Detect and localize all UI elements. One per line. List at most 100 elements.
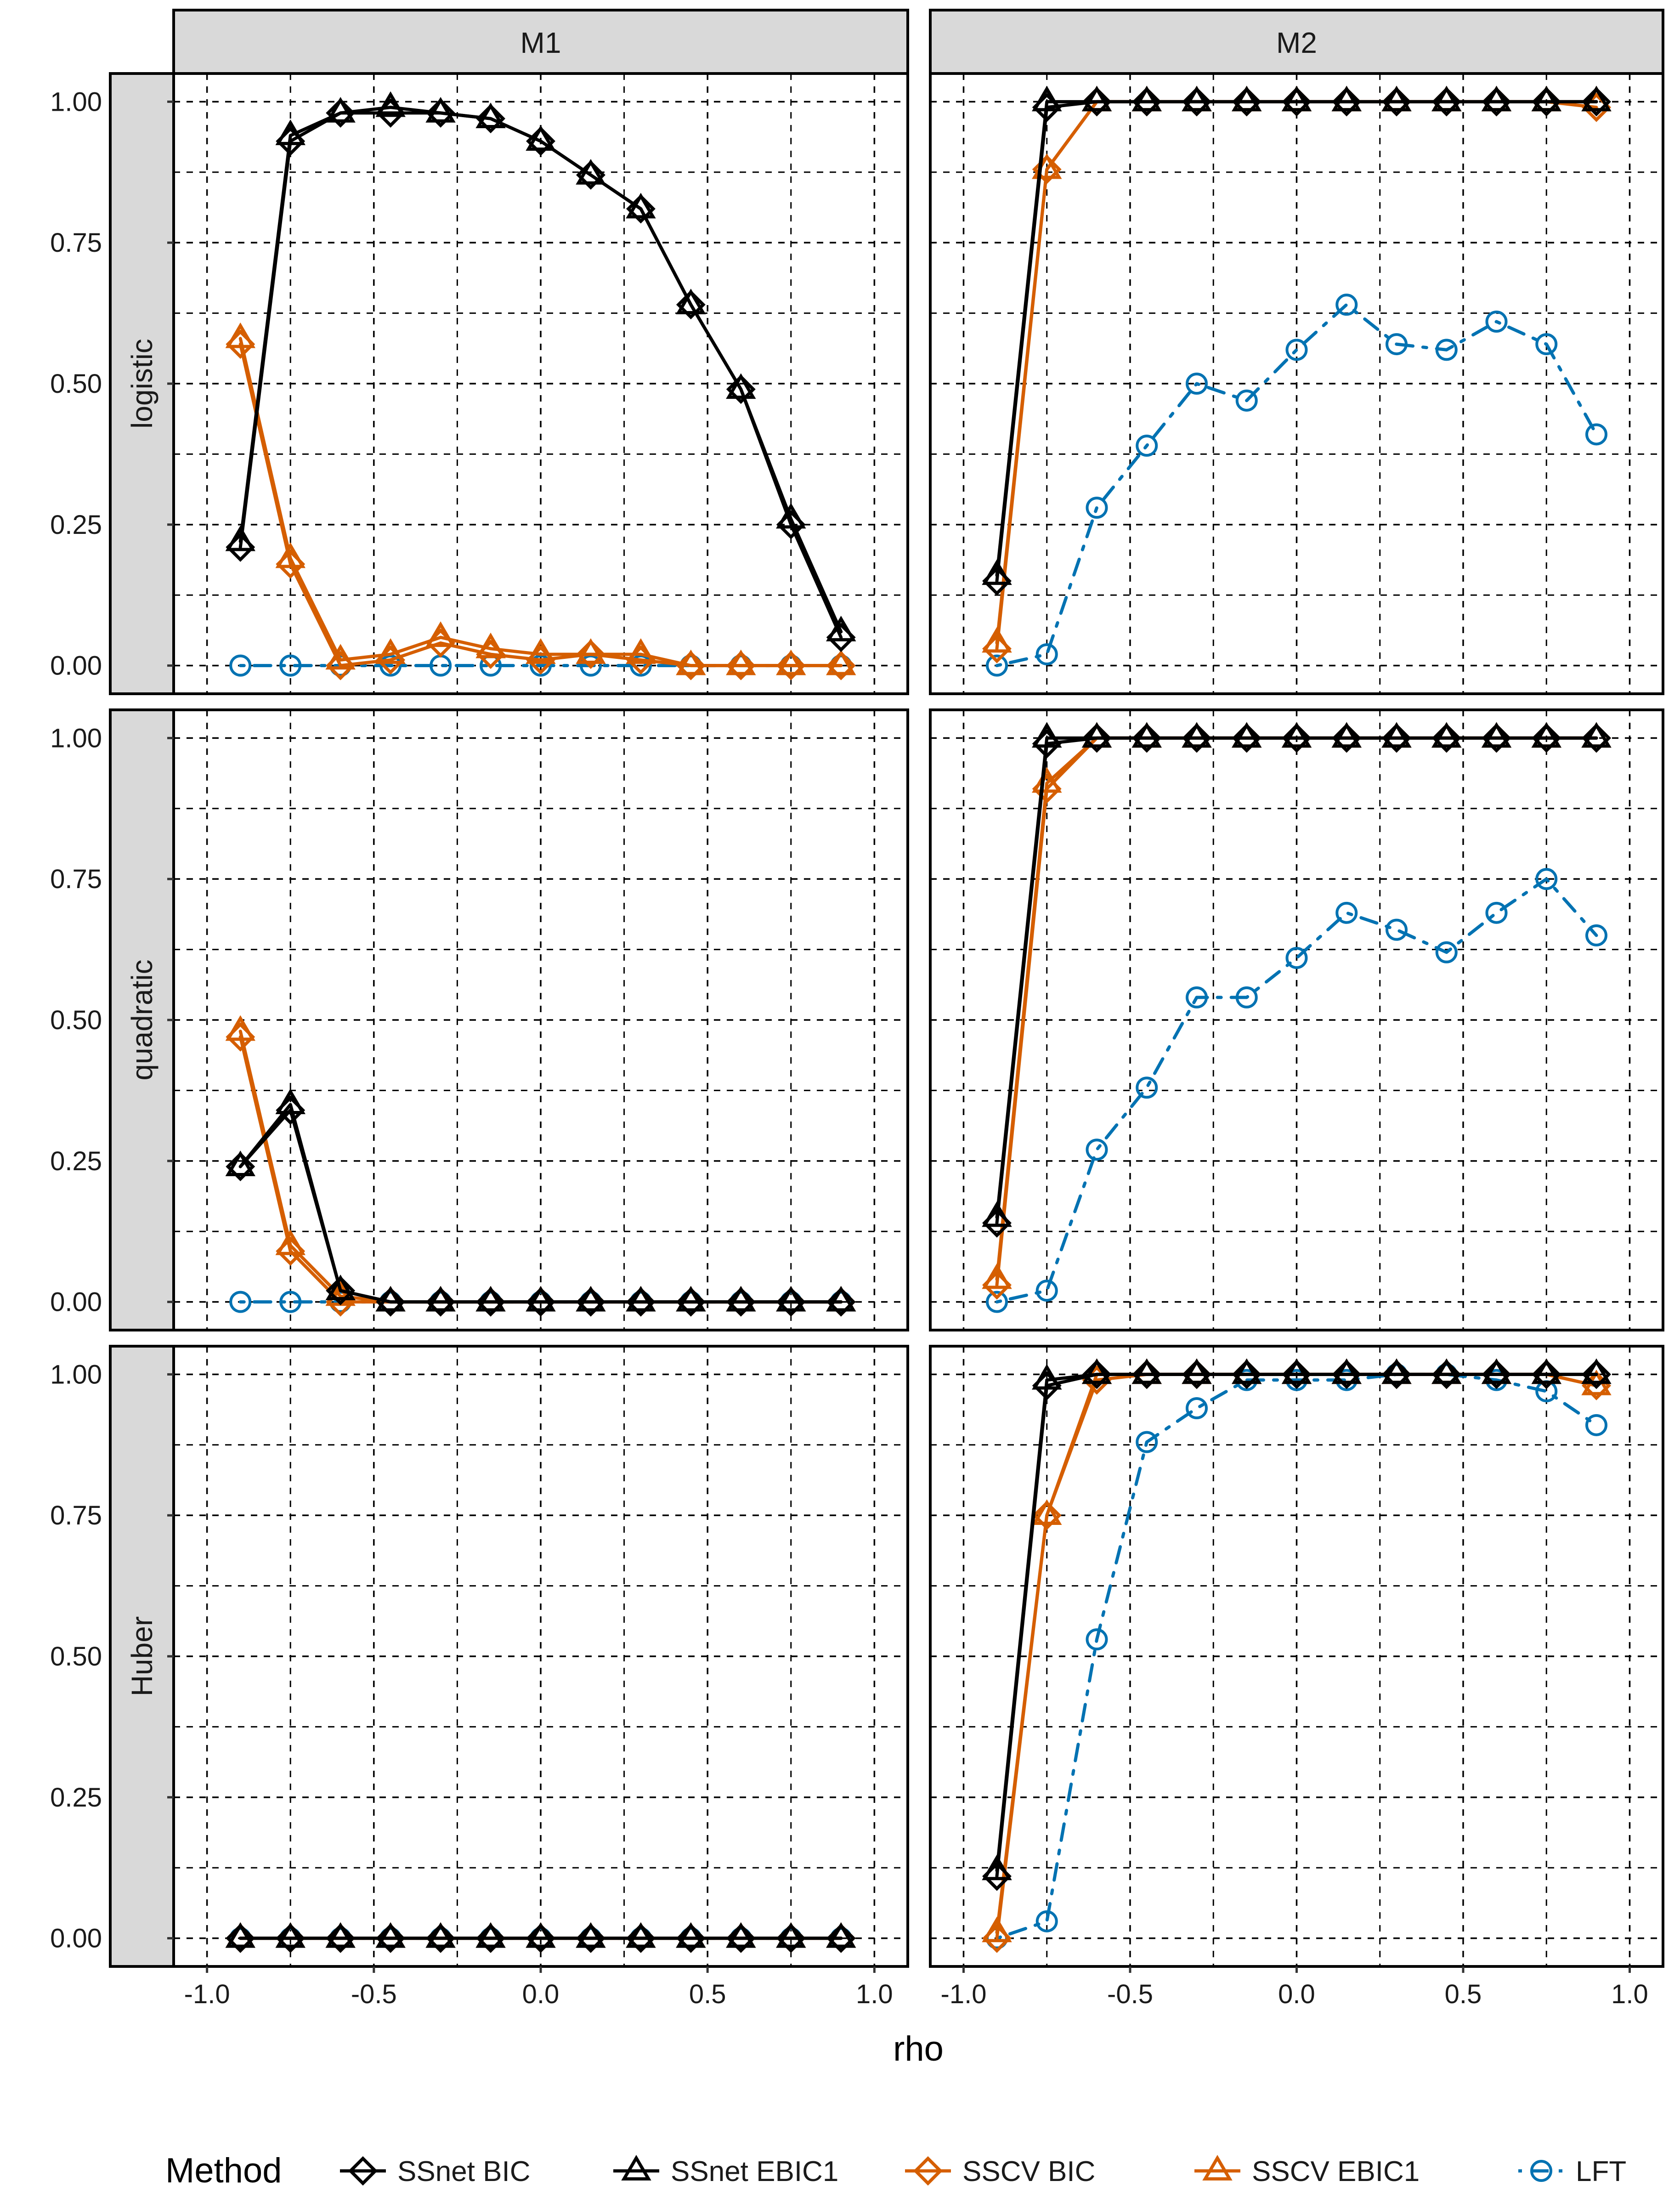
data-point xyxy=(982,1263,1012,1289)
data-point xyxy=(1032,722,1062,748)
y-tick-label: 0.50 xyxy=(50,1005,102,1035)
data-point xyxy=(1435,339,1458,361)
legend-label: SSnet BIC xyxy=(397,2156,530,2187)
data-point xyxy=(1082,87,1112,117)
data-point xyxy=(1331,1358,1362,1384)
data-point xyxy=(1585,423,1607,446)
data-point xyxy=(1431,1360,1461,1389)
data-point xyxy=(1232,722,1262,748)
series-line xyxy=(995,1372,1598,1940)
data-point xyxy=(476,1287,505,1317)
data-point xyxy=(1386,333,1408,356)
data-point xyxy=(986,654,1008,677)
data-point xyxy=(425,1922,456,1948)
y-tick-label: 0.00 xyxy=(50,1287,102,1317)
y-tick-label: 0.75 xyxy=(50,864,102,894)
data-point xyxy=(1186,373,1208,395)
data-point xyxy=(1331,722,1362,748)
data-point xyxy=(1136,1076,1158,1099)
legend-key-marker xyxy=(913,2156,943,2186)
data-point xyxy=(1582,1360,1611,1389)
data-point xyxy=(326,1923,356,1953)
data-point xyxy=(676,1286,706,1312)
data-point xyxy=(326,1276,356,1306)
data-point xyxy=(626,638,656,664)
data-point xyxy=(275,542,305,568)
data-point xyxy=(530,654,552,677)
x-tick-label: 0.5 xyxy=(1445,1979,1482,2009)
data-point xyxy=(229,654,252,677)
series-ssnet-ebic1 xyxy=(982,722,1612,1227)
data-point xyxy=(1431,723,1461,753)
data-point xyxy=(626,1923,656,1953)
series-line xyxy=(238,1103,843,1304)
data-point xyxy=(1482,723,1511,753)
data-point xyxy=(1282,723,1312,753)
data-point xyxy=(1235,389,1258,412)
series-ssnet-ebic1 xyxy=(982,85,1612,585)
data-point xyxy=(726,1286,756,1312)
facet-strip-label-m1: M1 xyxy=(520,26,561,59)
data-point xyxy=(1232,1360,1261,1389)
data-point xyxy=(1581,722,1612,748)
series-ssnet-ebic1 xyxy=(225,1088,856,1312)
data-point xyxy=(1331,85,1362,112)
data-point xyxy=(676,1922,706,1948)
data-point xyxy=(1481,1358,1512,1384)
data-point xyxy=(229,1291,252,1313)
data-point xyxy=(776,1923,806,1953)
data-point xyxy=(1332,87,1362,117)
legend-item-lft: LFT xyxy=(1518,2156,1626,2187)
legend-item-ssnet-bic: SSnet BIC xyxy=(340,2156,530,2187)
data-point xyxy=(375,91,406,117)
data-point xyxy=(776,503,806,529)
data-point xyxy=(626,193,656,219)
data-point xyxy=(726,649,756,675)
data-point xyxy=(1035,1280,1058,1302)
data-point xyxy=(225,1015,255,1041)
data-point xyxy=(982,1916,1012,1943)
y-tick-label: 0.25 xyxy=(50,1146,102,1176)
data-point xyxy=(1082,1360,1112,1389)
data-point xyxy=(1032,85,1062,112)
data-point xyxy=(1232,87,1261,117)
data-point xyxy=(1585,924,1607,946)
legend-item-sscv-ebic1: SSCV EBIC1 xyxy=(1194,2155,1420,2187)
data-point xyxy=(826,1287,856,1317)
data-point xyxy=(776,1287,806,1317)
data-point xyxy=(1335,294,1358,316)
data-point xyxy=(1035,1910,1058,1932)
data-point xyxy=(1182,722,1212,748)
data-point xyxy=(1281,85,1312,112)
data-point xyxy=(475,632,506,658)
x-tick-label: -0.5 xyxy=(351,1979,397,2009)
data-point xyxy=(676,290,706,320)
y-tick-label: 0.75 xyxy=(50,1501,102,1530)
data-point xyxy=(1136,435,1158,457)
data-point xyxy=(1086,1139,1108,1161)
facet-strip-m2 xyxy=(929,9,1664,75)
data-point xyxy=(325,1275,356,1300)
legend-key-marker xyxy=(1530,2160,1552,2182)
data-point xyxy=(1232,723,1261,753)
data-point xyxy=(379,654,402,677)
data-point xyxy=(1382,1360,1411,1389)
data-point xyxy=(1186,1397,1208,1419)
data-point xyxy=(1131,85,1162,112)
data-point xyxy=(776,1922,806,1948)
panel-huber-m2: -1.0 -0.5 0.0 0.5 1.0 xyxy=(929,1345,1664,2009)
legend-label: LFT xyxy=(1576,2156,1626,2187)
data-point xyxy=(982,1201,1012,1227)
data-point xyxy=(1281,722,1312,748)
data-point xyxy=(1182,87,1211,117)
data-point xyxy=(726,1923,756,1953)
data-point xyxy=(1182,1360,1211,1389)
data-point xyxy=(279,1291,302,1313)
data-point xyxy=(225,1922,255,1948)
x-tick-label: 0.5 xyxy=(689,1979,726,2009)
data-point xyxy=(275,119,305,145)
data-point xyxy=(1582,87,1611,117)
data-point xyxy=(1131,1358,1162,1384)
